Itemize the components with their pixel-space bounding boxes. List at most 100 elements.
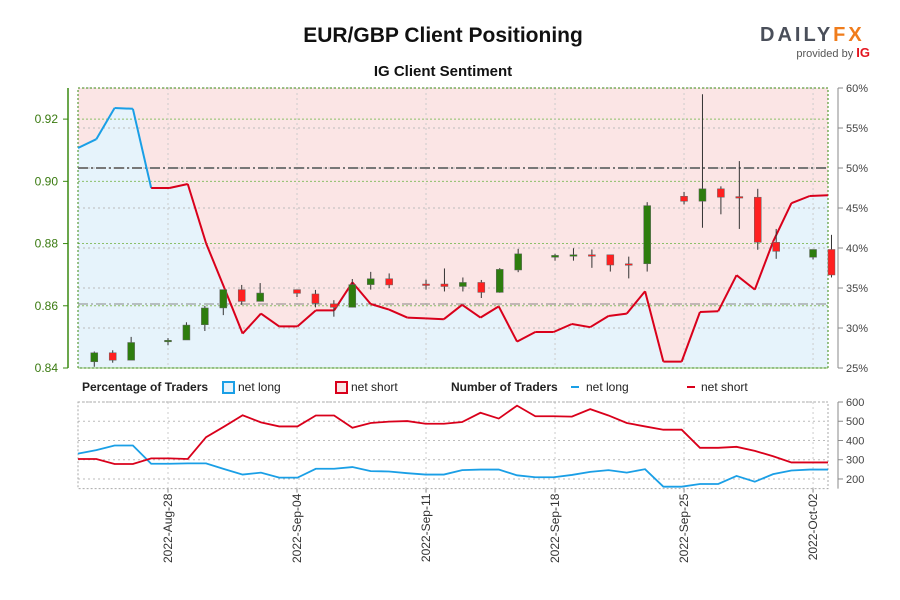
candle (90, 351, 99, 367)
candle-body (90, 352, 99, 363)
candle-body (754, 196, 762, 243)
sentiment-line-segment (114, 107, 133, 110)
sentiment-line-segment (553, 323, 573, 333)
candle (440, 268, 449, 292)
candle-body (698, 188, 707, 202)
candle-body (680, 196, 688, 202)
candle-body (459, 282, 467, 287)
candle (625, 256, 633, 279)
chart-subtitle: IG Client Sentiment (373, 63, 513, 80)
sentiment-line-segment (169, 183, 188, 189)
sentiment-line-segment (95, 107, 116, 140)
sentiment-line-segment (479, 305, 500, 319)
price-tick-label: 0.90 (35, 174, 59, 188)
sentiment-line-segment (791, 195, 811, 205)
candle (164, 338, 172, 346)
price-tick-label: 0.88 (35, 237, 59, 251)
sentiment-line-segment (223, 287, 244, 334)
candle-body (164, 340, 172, 343)
candle (809, 249, 817, 260)
candle-body (237, 289, 246, 302)
percent-tick-label: 40% (846, 243, 868, 255)
candle-body (514, 253, 522, 271)
date-tick-label: 2022-Oct-02 (806, 493, 820, 560)
candle-body (201, 307, 209, 326)
sentiment-line-segment (296, 309, 317, 328)
sentiment-line-segment (626, 290, 646, 315)
candle-body (440, 283, 449, 287)
candle-body (551, 255, 559, 258)
candle (182, 322, 191, 341)
sentiment-line-segment (131, 108, 153, 189)
lower-tick-label: 300 (846, 455, 864, 467)
sentiment-line-segment (425, 317, 444, 321)
candle (219, 289, 228, 316)
legend-num-long-swatch (571, 386, 579, 388)
candle-body (717, 188, 725, 198)
long-area (78, 108, 828, 368)
date-tick-label: 2022-Sep-11 (419, 493, 433, 562)
chart-title: EUR/GBP Client Positioning (303, 24, 583, 47)
candle (588, 249, 596, 268)
price-tick-label: 0.84 (35, 361, 59, 375)
candle (643, 202, 651, 272)
sentiment-line-segment (809, 194, 829, 197)
candle (606, 254, 615, 272)
sentiment-line-segment (497, 305, 518, 343)
series-line-net-short (78, 404, 828, 465)
lower-tick-label: 400 (846, 435, 864, 447)
legend-net-long-swatch (222, 381, 235, 394)
date-tick-label: 2022-Sep-25 (677, 493, 691, 563)
candle (366, 271, 375, 290)
candle-body (127, 342, 135, 361)
sentiment-line-segment (205, 242, 226, 289)
candle-body (772, 242, 780, 252)
candle (422, 279, 430, 290)
candle (735, 161, 744, 229)
sentiment-line-segment (735, 274, 756, 291)
sentiment-line-segment (370, 303, 390, 311)
candle-body (219, 289, 228, 309)
candle-body (827, 249, 836, 276)
candle-body (477, 282, 486, 293)
percent-tick-label: 60% (846, 83, 868, 95)
candle (330, 300, 338, 317)
candle (201, 305, 209, 331)
legend-num-long: net long (586, 380, 629, 394)
lower-plot-border (77, 401, 829, 490)
candle-body (108, 352, 117, 361)
sentiment-line-segment (461, 303, 482, 319)
sentiment-line-segment (753, 241, 775, 290)
candle (237, 284, 246, 305)
date-tick-label: 2022-Sep-18 (548, 493, 562, 563)
plot-border (77, 87, 829, 369)
candle (385, 273, 393, 289)
sentiment-line-segment (571, 323, 591, 329)
logo-provided-by: provided by (796, 48, 854, 60)
candle-body (422, 283, 430, 286)
legend-net-short-swatch (335, 381, 348, 394)
sentiment-line-segment (388, 308, 408, 319)
candle (827, 234, 836, 278)
lower-tick-label: 500 (846, 416, 864, 428)
candle-body (643, 205, 651, 265)
candle (348, 279, 357, 308)
candle (569, 248, 578, 261)
candle-body (625, 263, 633, 266)
candle (127, 336, 135, 361)
logo-text: DAILYFX (760, 24, 865, 46)
candle (293, 289, 301, 298)
legend-pct-short: net short (351, 380, 398, 394)
legend-pct-long: net long (238, 380, 281, 394)
candle-body (330, 303, 338, 308)
candle (754, 188, 762, 250)
candle (680, 191, 688, 205)
sentiment-line-segment (608, 312, 627, 317)
candle (256, 283, 264, 302)
sentiment-line-segment (443, 304, 463, 320)
percent-tick-label: 55% (846, 123, 868, 135)
dailyfx-logo: DAILYFX provided by IG (760, 24, 870, 60)
candle-body (495, 269, 504, 293)
candle-body (606, 254, 615, 266)
sentiment-line-segment (77, 138, 97, 149)
